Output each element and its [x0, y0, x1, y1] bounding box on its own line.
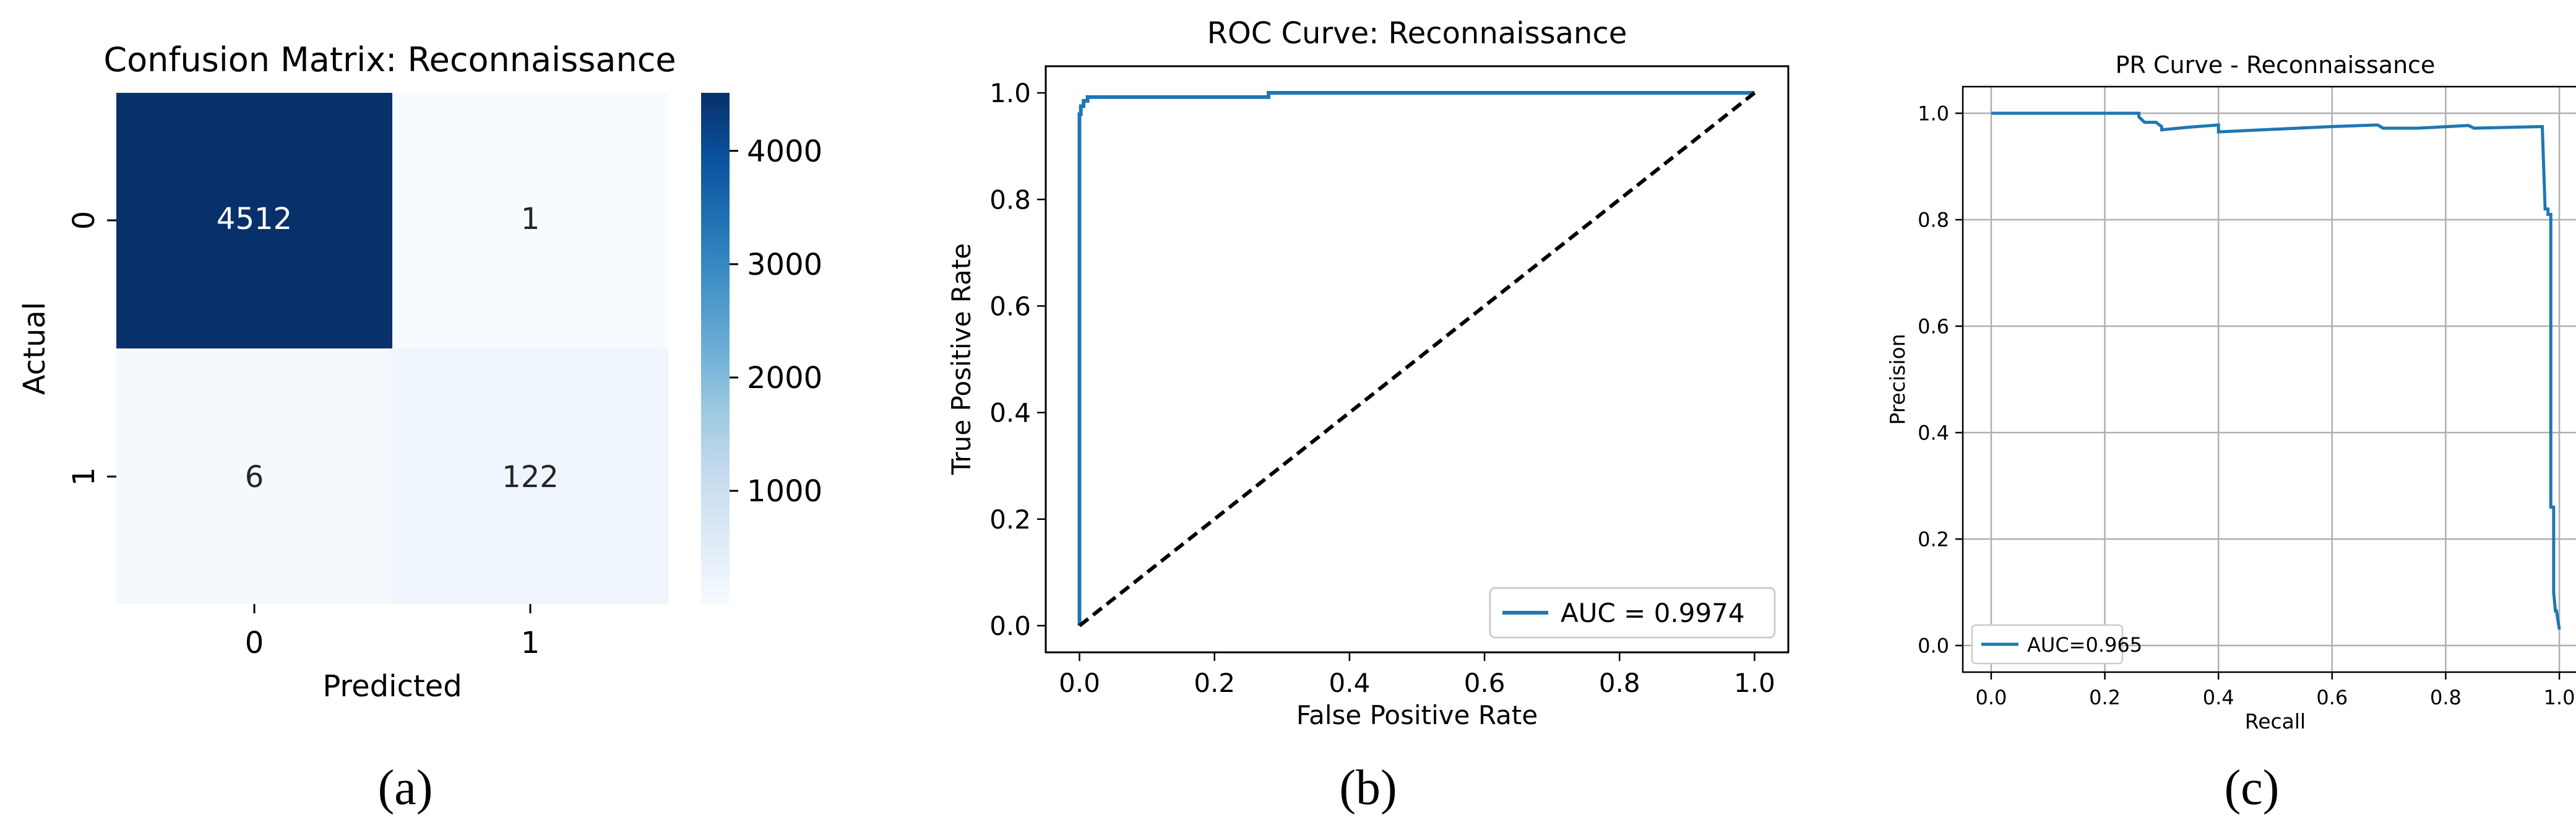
cm-ylabel: Actual — [17, 302, 52, 395]
pr-legend-box — [1971, 624, 2124, 665]
roc-panel: ROC Curve: Reconnaissance 0.0 0.2 0.4 0.6 0.… — [946, 16, 1790, 730]
x-tick-label: 0.6 — [1464, 668, 1506, 698]
y-tick-label: 0.6 — [1918, 315, 1949, 339]
cm-value-0-0: 4512 — [217, 202, 292, 236]
roc-legend-label: AUC = 0.9974 — [1561, 598, 1745, 628]
panel-label-c: (c) — [2224, 761, 2280, 815]
pr-axes-frame — [1962, 85, 2576, 673]
roc-ticks: 0.0 0.2 0.4 0.6 0.8 1.0 0.0 0.2 0.4 0.6 0.8 1.0 — [989, 78, 1775, 698]
panel-label-a: (a) — [377, 761, 433, 815]
y-tick-label: 0.4 — [989, 398, 1031, 428]
x-tick-label: 0.4 — [2203, 686, 2234, 709]
series-line-auc-0-965 — [1991, 111, 2561, 630]
y-tick-label: 0.0 — [1918, 634, 1949, 658]
cm-ytick-1: 1 — [67, 467, 101, 486]
x-tick-label: 0.8 — [1599, 668, 1640, 698]
cm-colorbar-tick-label: 4000 — [747, 134, 822, 169]
roc-ylabel: True Positive Rate — [946, 243, 976, 475]
series-line-chance — [1078, 91, 1756, 628]
pr-title: PR Curve - Reconnaissance — [2116, 51, 2436, 79]
y-tick-label: 0.8 — [1918, 209, 1949, 232]
y-tick-label: 0.6 — [989, 292, 1031, 322]
y-tick-label: 0.4 — [1918, 421, 1949, 445]
roc-legend-box — [1489, 587, 1776, 639]
y-tick-label: 1.0 — [989, 78, 1031, 108]
cm-cell-0-1 — [392, 93, 668, 348]
pr-panel: PR Curve - Reconnaissance 0.0 0.2 0.4 0.6 0.… — [1885, 51, 2576, 733]
cm-colorbar-tick-label: 2000 — [747, 361, 822, 395]
cm-value-1-0: 6 — [245, 460, 264, 495]
x-tick-label: 0.6 — [2316, 686, 2348, 709]
roc-title: ROC Curve: Reconnaissance — [1207, 16, 1627, 51]
x-tick-label: 0.2 — [2089, 686, 2121, 709]
roc-xlabel: False Positive Rate — [1296, 700, 1538, 730]
roc-legend: AUC = 0.9974 — [1489, 587, 1776, 639]
roc-axes-frame — [1045, 65, 1790, 654]
x-tick-label: 0.4 — [1329, 668, 1371, 698]
cm-xtick-0: 0 — [245, 626, 264, 660]
cm-value-0-1: 1 — [521, 202, 540, 236]
confusion-matrix-title: Confusion Matrix: Reconnaissance — [103, 40, 676, 79]
cm-colorbar — [701, 93, 730, 604]
pr-ticks: 0.0 0.2 0.4 0.6 0.8 1.0 0.0 0.2 0.4 0.6 0.8 1.0 — [1918, 102, 2575, 709]
pr-legend-label: AUC=0.965 — [2027, 633, 2142, 657]
cm-xtick-1: 1 — [521, 626, 540, 660]
cm-xlabel: Predicted — [322, 669, 462, 704]
cm-colorbar-tick-label: 1000 — [747, 474, 822, 509]
confusion-matrix-panel: Confusion Matrix: Reconnaissance 4512 1 … — [17, 40, 822, 704]
y-tick-label: 0.2 — [1918, 528, 1949, 551]
y-tick-label: 0.0 — [989, 611, 1031, 641]
cm-colorbar-tick-label: 3000 — [747, 248, 822, 282]
cm-colorbar-ticks: 1000 2000 3000 4000 — [730, 134, 822, 509]
pr-series — [1991, 111, 2561, 630]
x-tick-label: 0.2 — [1194, 668, 1235, 698]
series-line-auc-0-9974 — [1077, 91, 1755, 626]
x-tick-label: 1.0 — [2544, 686, 2575, 709]
y-tick-label: 0.8 — [989, 184, 1031, 215]
panel-label-b: (b) — [1339, 761, 1397, 815]
pr-ylabel: Precision — [1885, 334, 1910, 425]
x-tick-label: 0.0 — [1059, 668, 1100, 698]
x-tick-label: 0.8 — [2430, 686, 2462, 709]
y-tick-label: 0.2 — [989, 504, 1031, 535]
roc-series — [1077, 91, 1756, 628]
x-tick-label: 1.0 — [1734, 668, 1775, 698]
cm-value-1-1: 122 — [502, 460, 559, 495]
pr-xlabel: Recall — [2245, 709, 2306, 733]
cm-cell-0-0 — [116, 93, 392, 348]
cm-cell-1-1 — [392, 348, 668, 604]
cm-ytick-0: 0 — [67, 211, 101, 230]
pr-grid — [1963, 87, 2576, 672]
y-tick-label: 1.0 — [1918, 102, 1949, 126]
cm-cell-1-0 — [116, 348, 392, 604]
pr-legend: AUC=0.965 — [1971, 624, 2142, 665]
x-tick-label: 0.0 — [1975, 686, 2007, 709]
